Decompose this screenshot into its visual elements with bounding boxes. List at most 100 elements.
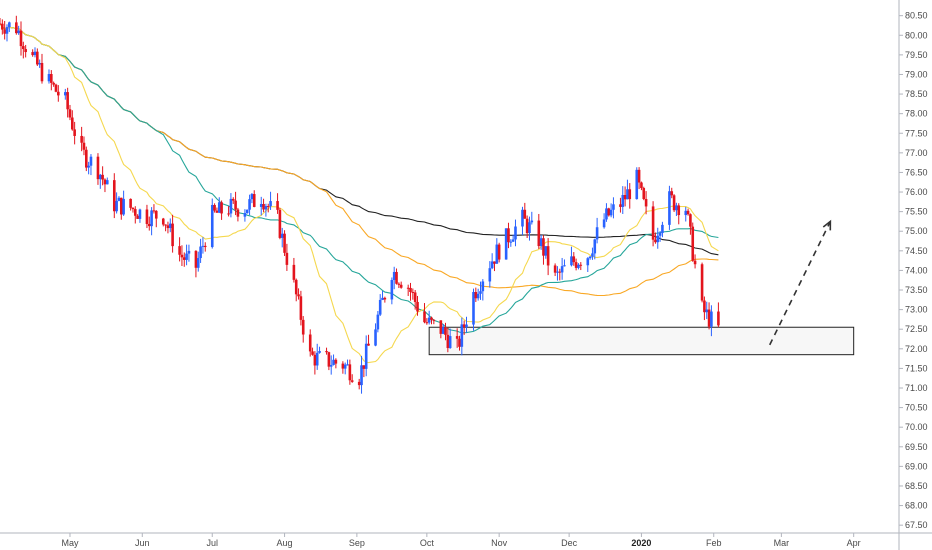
candle [593, 238, 597, 260]
candle [572, 252, 576, 266]
candle [229, 193, 233, 218]
candle [96, 153, 100, 185]
candle-body [668, 191, 671, 225]
candle-body [119, 197, 123, 215]
candle-body [542, 238, 545, 256]
y-tick-label: 77.00 [905, 148, 928, 158]
candle [301, 316, 305, 343]
candle-body [493, 261, 496, 264]
candle [264, 203, 268, 217]
candle-body [705, 309, 709, 313]
candle [262, 198, 265, 213]
candle [22, 41, 25, 59]
candle-body [297, 294, 300, 297]
candle-body [96, 156, 100, 180]
candle-body [154, 210, 158, 219]
support-zone-rect[interactable] [428, 326, 855, 356]
candle [154, 210, 158, 228]
candle [133, 206, 137, 224]
candle-body [399, 284, 403, 288]
y-tick-label: 76.00 [905, 187, 928, 197]
candle-body [269, 201, 272, 207]
candle [187, 244, 191, 262]
candle [346, 359, 349, 366]
candle [542, 235, 545, 265]
time-axis[interactable]: May Jun Jul Aug Sep Oct Nov Dec 2020 Feb Mar Apr [0, 532, 932, 548]
candle [203, 242, 207, 252]
candle [152, 204, 156, 214]
candle [171, 214, 174, 253]
candle-body [504, 228, 508, 260]
candle-body [248, 199, 251, 210]
x-tick-label: Nov [491, 538, 508, 548]
candle-body [572, 256, 576, 263]
candle [430, 316, 433, 325]
candles-layer [0, 15, 720, 394]
candle [136, 214, 139, 219]
candle-body [168, 223, 172, 229]
candle-body [182, 257, 186, 260]
candle [98, 173, 102, 189]
candle-body [325, 351, 328, 353]
candle-body [642, 188, 646, 200]
candle-body [52, 82, 55, 85]
candle-body [171, 223, 174, 247]
candle-body [595, 227, 599, 240]
candle-body [640, 182, 643, 189]
candle [378, 294, 382, 317]
candle [446, 327, 450, 353]
candle-body [292, 264, 296, 280]
candle [89, 154, 93, 176]
candle-body [152, 210, 156, 212]
candle [231, 197, 235, 204]
candle-body [458, 338, 461, 347]
candle-body [357, 381, 361, 386]
x-tick-label: Aug [277, 538, 293, 548]
candle [66, 87, 69, 118]
candle [19, 21, 23, 56]
candle [693, 254, 697, 269]
candle [497, 242, 501, 263]
candle-body [628, 189, 632, 200]
candle [85, 146, 88, 172]
candle [164, 224, 167, 232]
candle-body [686, 210, 690, 215]
candle-body [376, 314, 380, 330]
candle [462, 320, 466, 335]
candle-body [201, 245, 205, 247]
price-axis[interactable]: 67.50 68.00 68.50 69.00 69.50 70.00 70.50 71.00… [898, 0, 928, 550]
candle [112, 173, 116, 219]
candle-body [5, 27, 9, 34]
candle-body [8, 22, 11, 28]
candle-body [521, 209, 524, 227]
candle-body [525, 218, 529, 234]
candle-body [586, 258, 590, 266]
candle-body [427, 317, 431, 323]
candle [325, 347, 328, 355]
candle-body [236, 209, 240, 217]
x-tick-label: Feb [706, 538, 722, 548]
candle-body [82, 142, 86, 150]
candle [334, 358, 338, 369]
candle [210, 198, 214, 249]
candle [220, 200, 223, 220]
candle [392, 266, 396, 290]
candle [686, 208, 690, 216]
candle-body [710, 311, 713, 327]
candle [612, 197, 615, 219]
candle-body [217, 202, 221, 213]
candle-body [446, 334, 450, 349]
projection-arrow-line[interactable] [768, 221, 832, 346]
candle-body [243, 213, 247, 217]
candle-body [234, 200, 237, 210]
candle-body [71, 117, 74, 130]
candle-body [413, 292, 417, 302]
candle [472, 288, 475, 331]
candle [131, 207, 135, 213]
candle-body [308, 334, 312, 352]
candle-body [24, 49, 27, 53]
candle-body [299, 296, 303, 320]
candle [227, 206, 230, 217]
